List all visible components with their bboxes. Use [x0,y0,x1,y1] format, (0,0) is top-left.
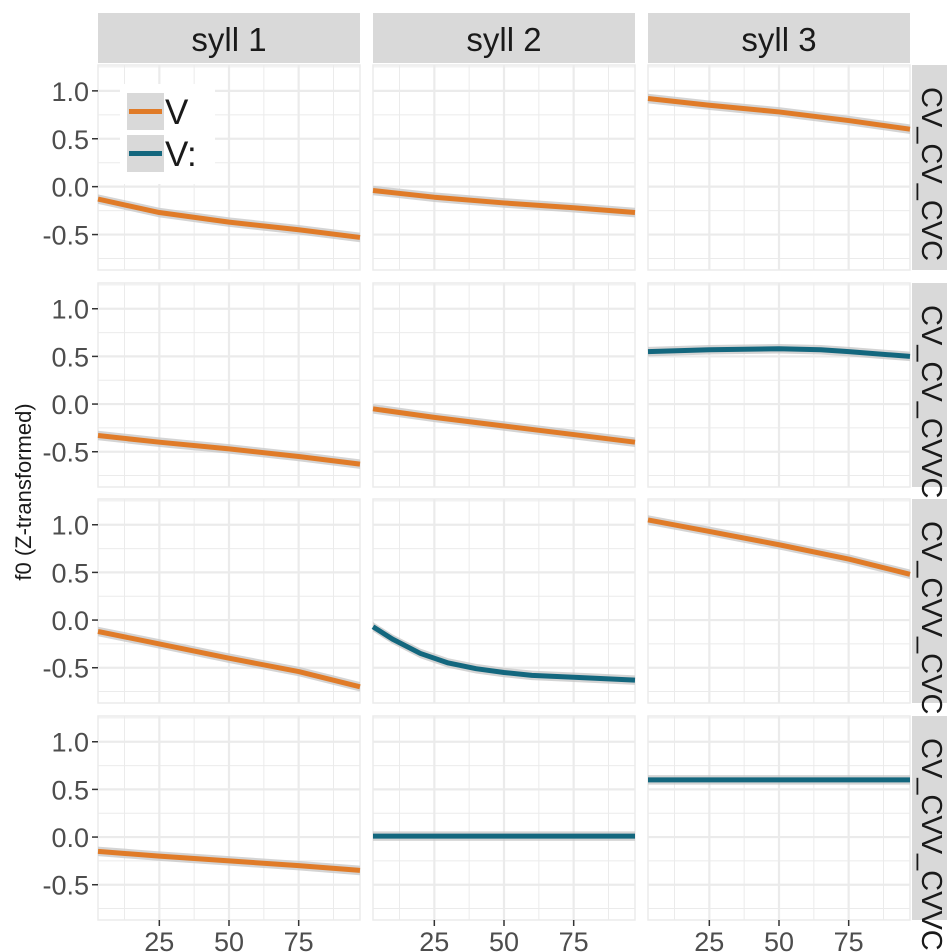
series-line-vlong-r2-c1 [371,624,636,683]
column-strip [648,13,910,63]
y-tick-label: 0.0 [51,173,89,203]
y-tick-label: 0.5 [51,775,89,805]
legend-label: V: [165,135,197,174]
x-tick-label: 25 [419,927,449,952]
column-strip-label: syll 3 [741,21,816,58]
x-tick-label: 75 [834,927,864,952]
panel-r0-c1 [372,64,636,271]
column-strip [373,13,635,63]
row-strip [912,65,947,270]
y-tick-label: 0.5 [51,125,89,155]
x-tick-label: 75 [559,927,589,952]
panel-r0-c2 [647,64,911,271]
series-line-v-r0-c0 [97,196,361,240]
y-tick-label: 0.0 [51,823,89,853]
row-strip-label: CV_CVV_CVVC [915,738,947,951]
row-strip [912,499,947,703]
row-strip [912,716,947,920]
column-strip [98,13,360,63]
x-tick-label: 50 [764,927,794,952]
x-tick-label: 25 [144,927,174,952]
series-line-v-r1-c0 [97,433,361,467]
series-line-v-r3-c0 [97,848,361,873]
panel-r3-c1 [372,715,636,921]
y-tick-label: 1.0 [51,295,89,325]
y-tick-label: 1.0 [51,728,89,758]
row-strip-label: CV_CV_CVVC [915,305,947,498]
x-tick-label: 75 [284,927,314,952]
panel-r3-c2 [647,715,911,921]
column-strip-label: syll 2 [466,21,541,58]
column-strip-label: syll 1 [191,21,266,58]
panel-r2-c0 [97,498,361,704]
panel-r3-c0 [97,715,361,921]
y-tick-label: -0.5 [42,654,89,684]
y-tick-label: 0.5 [51,558,89,588]
legend: VV: [120,84,215,184]
y-tick-label: 0.0 [51,390,89,420]
x-tick-label: 50 [214,927,244,952]
series-line-v-r1-c1 [372,406,636,445]
series-line-v-r2-c2 [647,517,911,577]
row-strip-label: CV_CVV_CVC [915,521,947,714]
x-tick-label: 25 [694,927,724,952]
y-tick-label: -0.5 [42,871,89,901]
panel-r1-c1 [372,282,636,488]
row-strip-label: CV_CV_CVC [915,87,947,261]
series-line-v-r0-c2 [647,96,911,132]
row-strip [912,283,947,487]
y-tick-label: 0.5 [51,342,89,372]
y-tick-label: 0.0 [51,606,89,636]
y-tick-label: -0.5 [42,221,89,251]
y-tick-label: 1.0 [51,511,89,541]
series-line-v-r0-c1 [372,188,636,216]
series-line-vlong-r1-c2 [647,346,911,359]
y-tick-label: -0.5 [42,438,89,468]
panel-r1-c2 [647,282,911,488]
y-tick-label: 1.0 [51,77,89,107]
legend-label: V [165,93,189,132]
x-tick-label: 50 [489,927,519,952]
panel-r2-c2 [647,498,911,704]
y-axis-title: f0 (Z-transformed) [11,403,36,580]
series-line-v-r2-c0 [97,629,361,690]
